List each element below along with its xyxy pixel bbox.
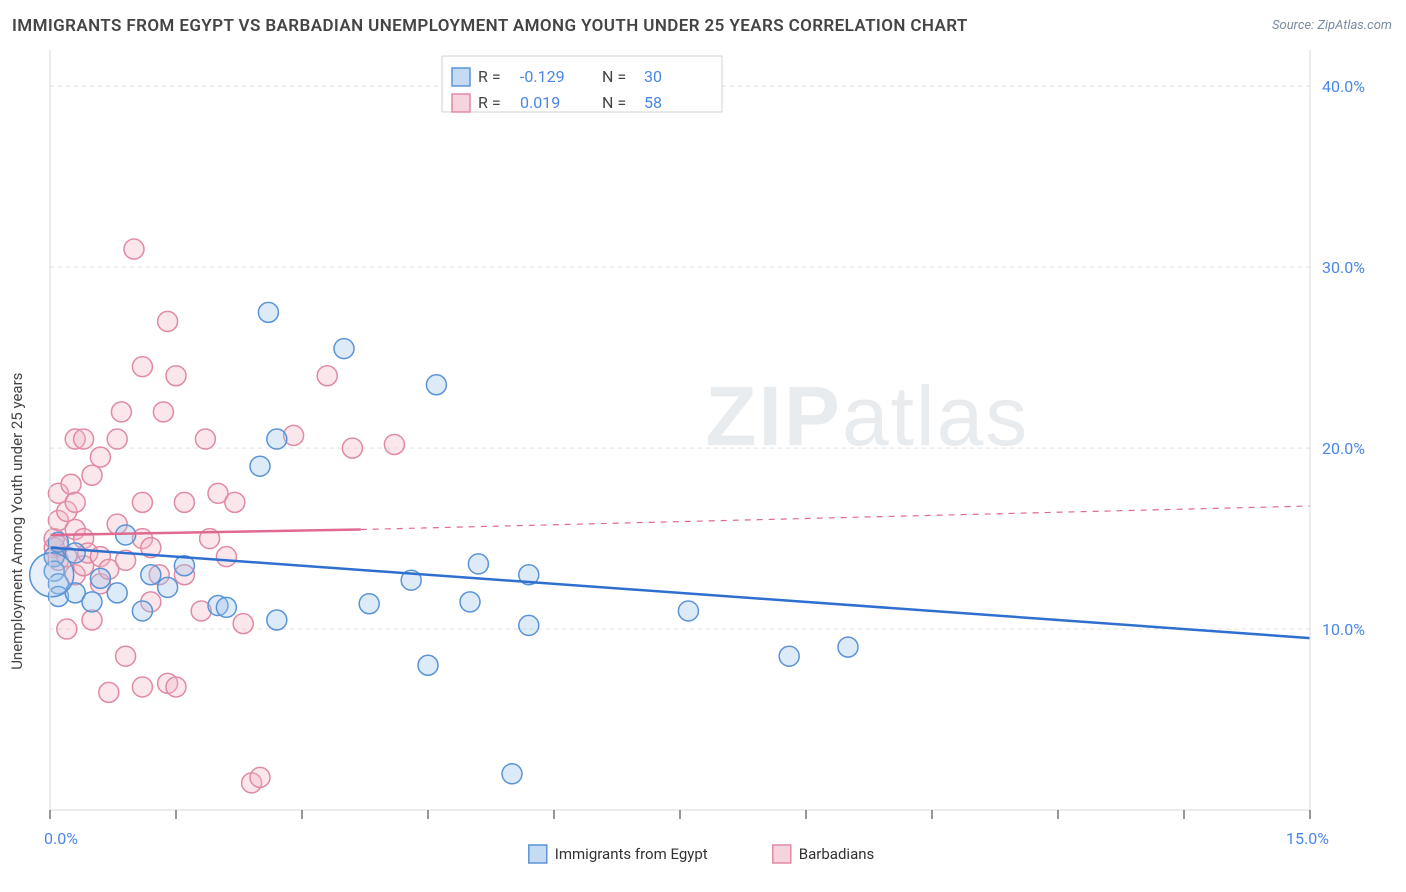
scatter-point [317,366,337,386]
scatter-point [107,583,127,603]
scatter-point [502,764,522,784]
scatter-point [166,366,186,386]
legend-n-label: N = [602,93,626,112]
scatter-chart-svg: ZIPatlas 10.0% 20.0% 30.0% 40.0% 0.0% 15.0% Une… [0,0,1406,892]
scatter-point [158,311,178,331]
scatter-point [195,429,215,449]
scatter-point [779,646,799,666]
scatter-point [99,682,119,702]
scatter-point [74,429,94,449]
scatter-point [342,438,362,458]
scatter-point [90,447,110,467]
legend-n-value: 30 [644,67,662,86]
legend-r-value: -0.129 [520,67,565,86]
scatter-point [141,565,161,585]
scatter-point [166,677,186,697]
y-tick-label: 20.0% [1322,439,1365,458]
scatter-point [460,592,480,612]
legend-n-value: 58 [644,93,662,112]
scatter-point [174,492,194,512]
scatter-point [132,677,152,697]
source-label: Source: ZipAtlas.com [1272,18,1392,33]
y-axis-label: Unemployment Among Youth under 25 years [8,373,26,670]
scatter-point [519,615,539,635]
scatter-point [153,402,173,422]
scatter-point [267,610,287,630]
scatter-point [250,767,270,787]
scatter-point [107,429,127,449]
scatter-point [359,594,379,614]
trend-line-barbadians-dashed [361,506,1310,530]
scatter-point [334,339,354,359]
legend-r-label: R = [478,93,501,112]
legend-series-label: Immigrants from Egypt [555,845,708,863]
x-tick-label: 0.0% [44,829,78,848]
y-tick-label: 30.0% [1322,258,1365,277]
scatter-point [158,577,178,597]
scatter-point [258,302,278,322]
scatter-point [838,637,858,657]
chart-title: IMMIGRANTS FROM EGYPT VS BARBADIAN UNEMP… [12,16,968,36]
scatter-point [30,553,74,597]
scatter-point [82,610,102,630]
legend-n-label: N = [602,67,626,86]
scatter-point [418,655,438,675]
legend-series-label: Barbadians [799,845,874,863]
scatter-point [132,601,152,621]
scatter-point [468,554,488,574]
watermark: ZIPatlas [705,369,1029,463]
scatter-point [82,465,102,485]
scatter-point [124,239,144,259]
scatter-point [233,614,253,634]
scatter-point [132,357,152,377]
scatter-point [82,592,102,612]
scatter-point [225,492,245,512]
legend-r-value: 0.019 [520,93,560,112]
scatter-point [678,601,698,621]
scatter-point [65,492,85,512]
y-tick-label: 40.0% [1322,77,1365,96]
scatter-point [216,547,236,567]
legend-r-label: R = [478,67,501,86]
legend-swatch [452,68,470,86]
legend-swatch [452,94,470,112]
legend-swatch [529,845,547,863]
scatter-point [384,434,404,454]
scatter-point [111,402,131,422]
scatter-point [132,492,152,512]
scatter-point [57,619,77,639]
scatter-point [61,474,81,494]
scatter-point [90,568,110,588]
scatter-point [116,646,136,666]
x-tick-label: 15.0% [1286,829,1329,848]
scatter-point [426,375,446,395]
scatter-point [250,456,270,476]
y-tick-label: 10.0% [1322,620,1365,639]
legend-swatch [773,845,791,863]
scatter-point [267,429,287,449]
scatter-point [216,597,236,617]
